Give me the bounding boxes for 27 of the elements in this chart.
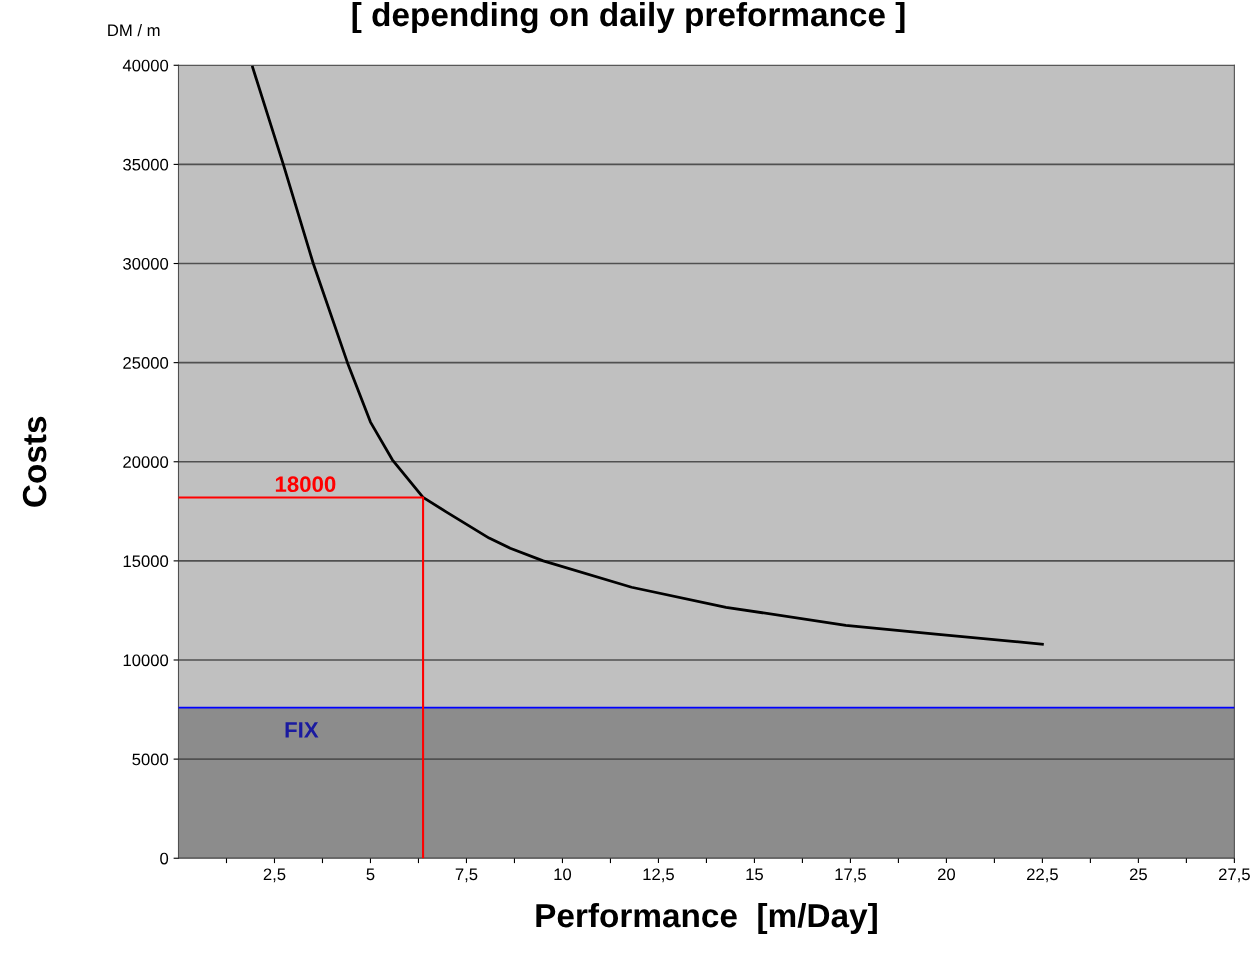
x-tick-label: 7,5	[455, 868, 478, 883]
x-tick-label: 27,5	[1219, 868, 1250, 883]
x-tick-label: 20	[937, 868, 956, 881]
y-tick-label: 0	[160, 852, 169, 865]
y-tick-label: 30000	[123, 257, 169, 270]
annotation: 18000	[275, 476, 336, 493]
line-series	[251, 65, 1044, 646]
chart-title: [ depending on daily preformance ]	[352, 1, 905, 34]
x-tick-label: 22,5	[1027, 868, 1058, 883]
x-tick-label: 25	[1129, 868, 1147, 881]
x-tick-label: 10	[554, 868, 572, 881]
y-tick-label: 35000	[123, 158, 169, 171]
x-tick-label: 2,5	[263, 868, 286, 883]
y-tick-label: 5000	[132, 753, 169, 766]
y-tick-label: 40000	[122, 59, 169, 72]
x-tick-label: 5	[366, 868, 375, 881]
y-tick-label: 25000	[123, 357, 169, 369]
x-axis-title: Performance [m/Day]	[536, 902, 877, 935]
text: DM / m	[108, 24, 160, 37]
y-tick-label: 20000	[123, 456, 169, 468]
y-axis-title: Costs	[22, 416, 47, 507]
x-tick-label: 15	[746, 868, 763, 881]
y-tick-label: 10000	[123, 654, 169, 667]
y-tick-label: 15000	[123, 555, 169, 568]
x-tick-label: 12,5	[643, 868, 674, 883]
x-tick-label: 17,5	[835, 868, 866, 883]
band-label: FIX	[285, 722, 319, 738]
